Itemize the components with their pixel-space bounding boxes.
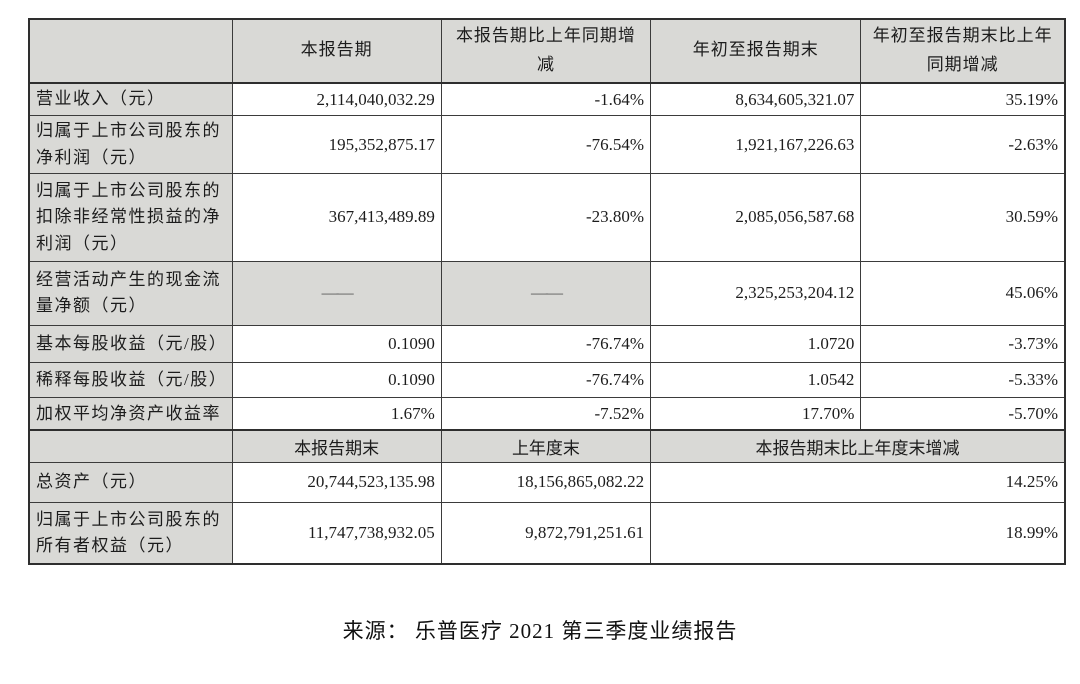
cell-value: 1.0542 — [650, 361, 862, 398]
cell-value: 20,744,523,135.98 — [231, 461, 442, 503]
cell-dash: —— — [231, 260, 442, 326]
cell-value: -3.73% — [860, 324, 1066, 363]
cell-value: 9,872,791,251.61 — [440, 501, 652, 565]
table-subheader-row: 本报告期末 上年度末 本报告期末比上年度末增减 — [28, 429, 1066, 463]
cell-value: -76.74% — [440, 361, 652, 398]
table-row-net-profit-excl-nonrecurring: 归属于上市公司股东的扣除非经常性损益的净利润（元） 367,413,489.89… — [28, 172, 1066, 262]
subheader-empty-cell — [28, 429, 233, 463]
cell-value: 1.67% — [231, 396, 442, 431]
cell-value: -5.33% — [860, 361, 1066, 398]
cell-value: 18,156,865,082.22 — [440, 461, 652, 503]
cell-value: 1,921,167,226.63 — [650, 115, 862, 174]
row-label: 经营活动产生的现金流量净额（元） — [28, 260, 233, 326]
table-row-owners-equity: 归属于上市公司股东的所有者权益（元） 11,747,738,932.05 9,8… — [28, 501, 1066, 565]
cell-value: -2.63% — [860, 115, 1066, 174]
cell-value: -76.74% — [440, 324, 652, 363]
table-row-operating-revenue: 营业收入（元） 2,114,040,032.29 -1.64% 8,634,60… — [28, 82, 1066, 117]
cell-value: 367,413,489.89 — [231, 172, 442, 262]
table-header-row: 本报告期 本报告期比上年同期增减 年初至报告期末 年初至报告期末比上年同期增减 — [28, 18, 1066, 84]
cell-value: -76.54% — [440, 115, 652, 174]
header-empty-cell — [28, 18, 233, 84]
cell-value: -1.64% — [440, 82, 652, 117]
cell-value: 17.70% — [650, 396, 862, 431]
header-year-to-date: 年初至报告期末 — [650, 18, 862, 84]
cell-value: 2,085,056,587.68 — [650, 172, 862, 262]
cell-value: -23.80% — [440, 172, 652, 262]
header-current-period: 本报告期 — [231, 18, 442, 84]
table-row-weighted-avg-roe: 加权平均净资产收益率 1.67% -7.52% 17.70% -5.70% — [28, 396, 1066, 431]
table-row-total-assets: 总资产（元） 20,744,523,135.98 18,156,865,082.… — [28, 461, 1066, 503]
cell-dash: —— — [440, 260, 652, 326]
cell-value: -7.52% — [440, 396, 652, 431]
subheader-change-vs-prior-year-end: 本报告期末比上年度末增减 — [650, 429, 1066, 463]
table-row-basic-eps: 基本每股收益（元/股） 0.1090 -76.74% 1.0720 -3.73% — [28, 324, 1066, 363]
row-label: 营业收入（元） — [28, 82, 233, 117]
row-label: 加权平均净资产收益率 — [28, 396, 233, 431]
cell-value: 0.1090 — [231, 324, 442, 363]
row-label: 归属于上市公司股东的所有者权益（元） — [28, 501, 233, 565]
row-label: 归属于上市公司股东的扣除非经常性损益的净利润（元） — [28, 172, 233, 262]
cell-value: 0.1090 — [231, 361, 442, 398]
cell-value: 35.19% — [860, 82, 1066, 117]
cell-value: 2,114,040,032.29 — [231, 82, 442, 117]
cell-value: -5.70% — [860, 396, 1066, 431]
cell-value: 14.25% — [650, 461, 1066, 503]
table-row-net-profit: 归属于上市公司股东的净利润（元） 195,352,875.17 -76.54% … — [28, 115, 1066, 174]
table-row-operating-cash-flow: 经营活动产生的现金流量净额（元） —— —— 2,325,253,204.12 … — [28, 260, 1066, 326]
cell-value: 45.06% — [860, 260, 1066, 326]
row-label: 总资产（元） — [28, 461, 233, 503]
cell-value: 30.59% — [860, 172, 1066, 262]
row-label: 稀释每股收益（元/股） — [28, 361, 233, 398]
source-caption: 来源： 乐普医疗 2021 第三季度业绩报告 — [342, 619, 738, 643]
cell-value: 11,747,738,932.05 — [231, 501, 442, 565]
header-current-period-yoy-change: 本报告期比上年同期增减 — [440, 18, 652, 84]
cell-value: 2,325,253,204.12 — [650, 260, 862, 326]
subheader-prior-year-end: 上年度末 — [440, 429, 652, 463]
table-row-diluted-eps: 稀释每股收益（元/股） 0.1090 -76.74% 1.0542 -5.33% — [28, 361, 1066, 398]
cell-value: 1.0720 — [650, 324, 862, 363]
financial-summary-table: 本报告期 本报告期比上年同期增减 年初至报告期末 年初至报告期末比上年同期增减 … — [28, 18, 1066, 566]
cell-value: 8,634,605,321.07 — [650, 82, 862, 117]
header-year-to-date-yoy-change: 年初至报告期末比上年同期增减 — [860, 18, 1066, 84]
row-label: 基本每股收益（元/股） — [28, 324, 233, 363]
cell-value: 195,352,875.17 — [231, 115, 442, 174]
row-label: 归属于上市公司股东的净利润（元） — [28, 115, 233, 174]
cell-value: 18.99% — [650, 501, 1066, 565]
subheader-period-end: 本报告期末 — [231, 429, 442, 463]
